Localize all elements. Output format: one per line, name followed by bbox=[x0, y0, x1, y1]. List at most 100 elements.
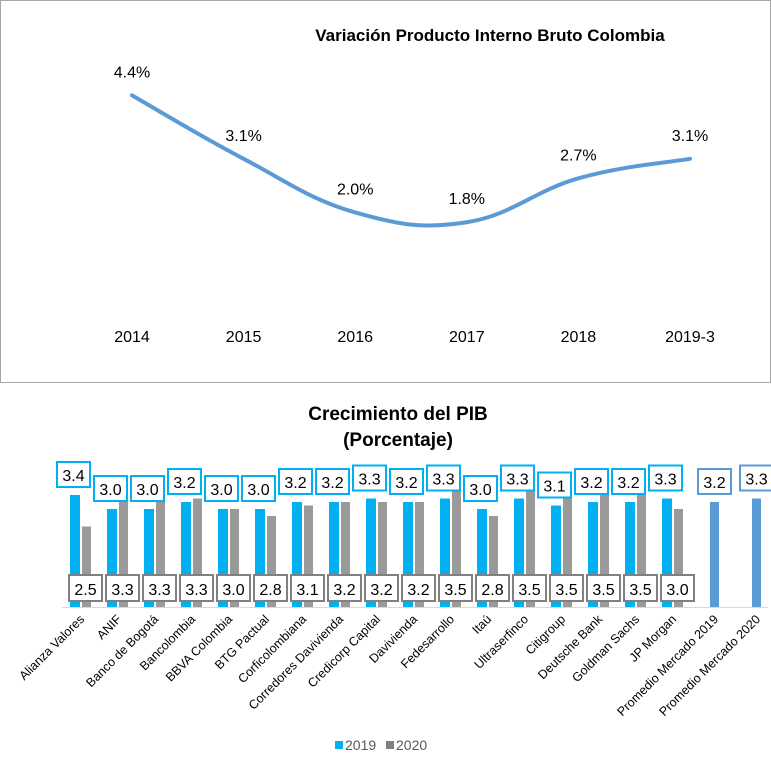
data-label-2020: 3.3 bbox=[185, 582, 207, 599]
data-label-2019: 3.2 bbox=[284, 475, 306, 492]
bar-2019 bbox=[588, 502, 598, 607]
category-label: Goldman Sachs bbox=[569, 612, 642, 685]
data-label-average: 3.2 bbox=[703, 475, 725, 492]
bar-2020 bbox=[378, 502, 387, 607]
bar-2020 bbox=[600, 491, 609, 607]
bar-2019 bbox=[181, 502, 191, 607]
data-label-2020: 3.1 bbox=[296, 582, 318, 599]
line-chart-title: Variación Producto Interno Bruto Colombi… bbox=[315, 26, 665, 45]
data-label-2020: 2.8 bbox=[259, 582, 281, 599]
label-box-2019 bbox=[463, 475, 498, 502]
bar-average bbox=[710, 502, 719, 607]
label-box-2019 bbox=[315, 468, 350, 495]
x-tick-label: 2017 bbox=[449, 329, 485, 346]
category-label: ANIF bbox=[94, 612, 124, 642]
label-box-2020 bbox=[68, 574, 103, 602]
data-label-2019: 3.3 bbox=[432, 472, 454, 489]
label-box-2020 bbox=[623, 574, 658, 602]
x-tick-label: 2018 bbox=[561, 329, 597, 346]
line-data-label: 3.1% bbox=[225, 128, 261, 145]
data-label-2019: 3.3 bbox=[506, 472, 528, 489]
data-label-2019: 3.1 bbox=[543, 479, 565, 496]
label-box-2019 bbox=[426, 464, 461, 492]
data-label-2019: 3.2 bbox=[580, 475, 602, 492]
bar-2019 bbox=[218, 509, 228, 607]
data-label-2020: 3.2 bbox=[407, 582, 429, 599]
line-data-label: 2.7% bbox=[560, 147, 596, 164]
line-data-label: 1.8% bbox=[449, 191, 485, 208]
label-box-2019 bbox=[167, 468, 202, 495]
category-label: BBVA Colombia bbox=[163, 612, 235, 684]
bar-2019 bbox=[625, 502, 635, 607]
line-data-label: 4.4% bbox=[114, 64, 150, 81]
label-box-2019 bbox=[241, 475, 276, 502]
label-box-2020 bbox=[438, 574, 473, 602]
bar-2020 bbox=[119, 498, 128, 607]
x-tick-label: 2014 bbox=[114, 329, 150, 346]
data-label-average: 3.3 bbox=[745, 472, 767, 489]
line-data-label: 2.0% bbox=[337, 181, 373, 198]
label-box-2019 bbox=[648, 464, 683, 492]
data-label-2019: 3.0 bbox=[136, 482, 158, 499]
data-label-2019: 3.2 bbox=[395, 475, 417, 492]
data-label-2019: 3.2 bbox=[321, 475, 343, 492]
bar-2020 bbox=[193, 498, 202, 607]
bar-2019 bbox=[107, 509, 117, 607]
bar-2020 bbox=[563, 491, 572, 607]
label-box-2019 bbox=[56, 461, 91, 488]
data-label-2020: 3.3 bbox=[111, 582, 133, 599]
label-box-2020 bbox=[142, 574, 177, 602]
label-box-2019 bbox=[130, 475, 165, 502]
bar-2020 bbox=[82, 526, 91, 607]
bar-average bbox=[752, 498, 761, 607]
bar-2020 bbox=[489, 516, 498, 607]
data-label-2020: 3.2 bbox=[370, 582, 392, 599]
bar-2020 bbox=[267, 516, 276, 607]
label-box-2020 bbox=[327, 574, 362, 602]
category-label: Alianza Valores bbox=[16, 612, 87, 683]
label-box-2020 bbox=[401, 574, 436, 602]
label-box-2020 bbox=[475, 574, 510, 602]
x-tick-label: 2015 bbox=[226, 329, 262, 346]
data-label-2020: 3.5 bbox=[444, 582, 466, 599]
legend-label-2020: 2020 bbox=[396, 737, 427, 753]
label-box-2019 bbox=[278, 468, 313, 495]
legend-swatch-2020 bbox=[386, 741, 394, 749]
bar-2020 bbox=[341, 502, 350, 607]
label-box-2020 bbox=[586, 574, 621, 602]
label-box-2019 bbox=[537, 471, 572, 499]
data-label-2020: 3.5 bbox=[629, 582, 651, 599]
bar-2019 bbox=[662, 498, 672, 607]
bar-2019 bbox=[403, 502, 413, 607]
bar-2019 bbox=[292, 502, 302, 607]
legend-label-2019: 2019 bbox=[345, 737, 376, 753]
data-label-2019: 3.0 bbox=[210, 482, 232, 499]
bar-2019 bbox=[514, 498, 524, 607]
bar-2019 bbox=[70, 495, 80, 607]
data-label-2019: 3.0 bbox=[469, 482, 491, 499]
bar-2020 bbox=[230, 509, 239, 607]
category-label: Deutsche Bank bbox=[535, 612, 605, 682]
label-box-2020 bbox=[105, 574, 140, 602]
bar-2019 bbox=[329, 502, 339, 607]
label-box-2020 bbox=[290, 574, 325, 602]
data-label-2020: 3.3 bbox=[148, 582, 170, 599]
data-label-2019: 3.0 bbox=[247, 482, 269, 499]
bar-2020 bbox=[304, 505, 313, 607]
label-box-2019 bbox=[352, 464, 387, 492]
data-label-2020: 2.5 bbox=[74, 582, 96, 599]
data-label-2020: 3.5 bbox=[555, 582, 577, 599]
label-box-2020 bbox=[364, 574, 399, 602]
data-label-2020: 2.8 bbox=[481, 582, 503, 599]
label-box-2019 bbox=[204, 475, 239, 502]
label-box-2019 bbox=[93, 475, 128, 502]
label-box-2019 bbox=[389, 468, 424, 495]
gdp-line bbox=[130, 93, 692, 228]
bar-2020 bbox=[156, 498, 165, 607]
bar-2019 bbox=[144, 509, 154, 607]
label-box-average bbox=[697, 468, 732, 495]
label-box-2019 bbox=[500, 464, 535, 492]
label-box-2020 bbox=[549, 574, 584, 602]
